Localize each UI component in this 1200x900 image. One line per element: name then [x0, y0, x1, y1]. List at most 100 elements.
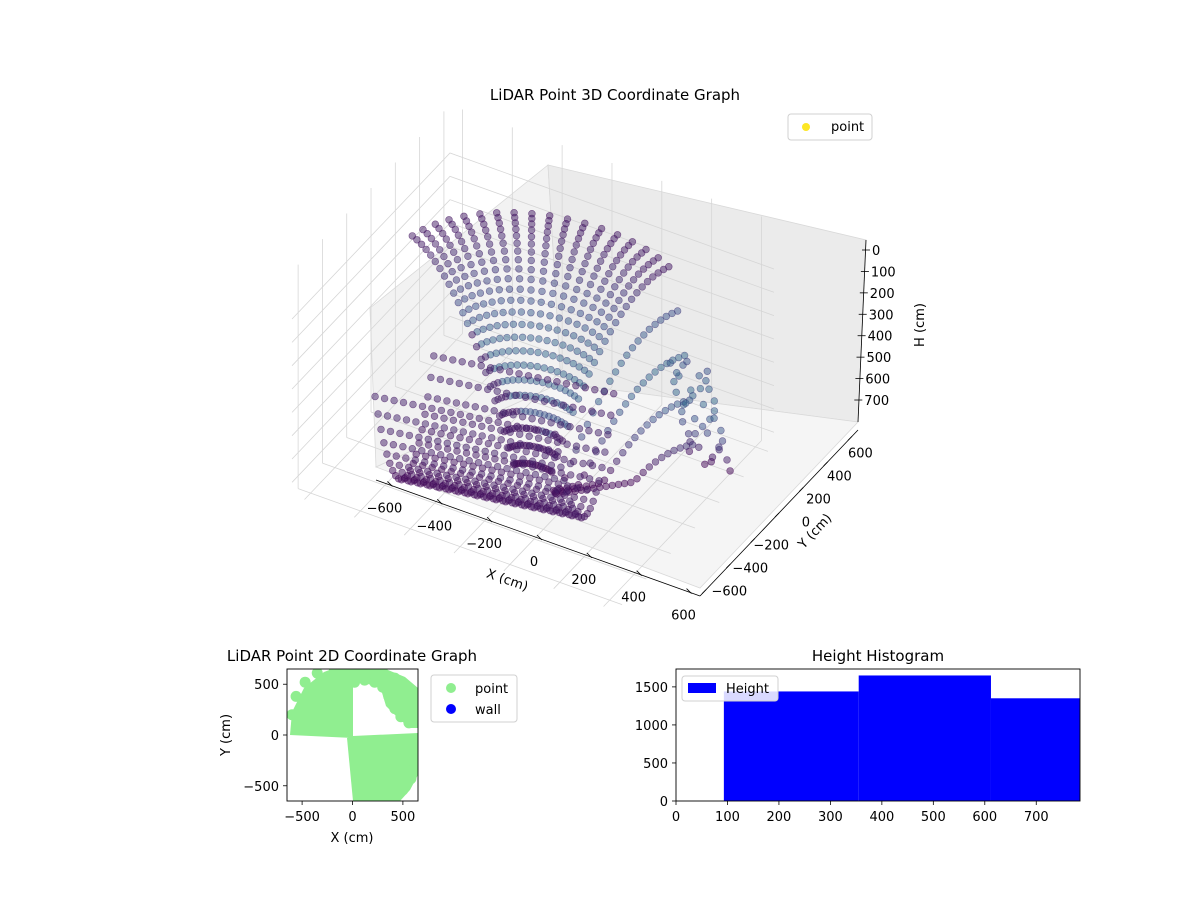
- x-tick-mark: [536, 534, 543, 541]
- lidar-point: [517, 296, 525, 304]
- lidar-point: [598, 463, 606, 472]
- lidar-point: [493, 387, 501, 395]
- lidar-point: [639, 468, 647, 477]
- lidar-point: [702, 377, 710, 385]
- lidar-point: [696, 384, 705, 393]
- lidar-point: [668, 309, 676, 318]
- lidar-point: [514, 256, 522, 264]
- lidar-point: [560, 476, 568, 485]
- lidar-point: [527, 286, 535, 294]
- lidar-point: [634, 270, 643, 278]
- lidar-point: [513, 239, 521, 247]
- point-dot: [377, 669, 389, 678]
- x-tick-mark: [586, 552, 593, 559]
- lidar-point: [531, 470, 540, 479]
- lidar-point: [616, 251, 625, 259]
- lidar-point: [579, 351, 588, 359]
- lidar-point: [421, 458, 429, 466]
- lidar-point: [684, 430, 693, 438]
- lidar-point: [443, 397, 451, 405]
- lidar-point: [603, 245, 612, 253]
- y-tick-mark: [750, 538, 755, 543]
- legend-histogram-swatch: [688, 683, 716, 693]
- lidar-point: [481, 447, 489, 455]
- histogram-bin: [858, 675, 991, 801]
- point-dot: [389, 703, 401, 715]
- lidar-point: [426, 474, 435, 483]
- x-tick-label: 200: [571, 573, 596, 588]
- histogram-bin: [723, 691, 859, 801]
- lidar-point: [433, 395, 442, 403]
- x-ticks-3d: −600 −400 −200 0 200 400 600: [367, 481, 696, 624]
- lidar-point: [449, 356, 457, 364]
- lidar-point: [498, 348, 506, 356]
- lidar-point: [596, 257, 605, 265]
- grid-line: [291, 315, 775, 483]
- lidar-point: [468, 331, 476, 339]
- x-tick-mark: [437, 499, 443, 505]
- lidar-point: [591, 386, 599, 394]
- lidar-point: [549, 352, 557, 360]
- lidar-point: [502, 389, 511, 397]
- lidar-point: [515, 430, 524, 438]
- lidar-point: [651, 458, 660, 466]
- lidar-point: [465, 381, 473, 390]
- lidar-point: [586, 280, 595, 289]
- lidar-point: [539, 277, 547, 285]
- lidar-point: [536, 310, 545, 318]
- lidar-point: [553, 486, 561, 494]
- lidar-point: [464, 252, 472, 260]
- lidar-point: [541, 350, 550, 358]
- z-tick-label: 0: [872, 244, 880, 259]
- lidar-point: [414, 465, 422, 473]
- lidar-point: [519, 455, 527, 463]
- lidar-point: [531, 496, 539, 505]
- lidar-point: [494, 441, 502, 450]
- lidar-point: [499, 239, 507, 247]
- lidar-point: [662, 312, 670, 321]
- lidar-point: [543, 376, 552, 384]
- z-axis-line: [857, 239, 867, 423]
- lidar-point: [609, 390, 618, 398]
- lidar-point: [393, 414, 401, 422]
- lidar-point: [505, 285, 514, 293]
- point-dot: [383, 690, 395, 702]
- lidar-point: [575, 276, 584, 284]
- lidar-point: [544, 446, 553, 454]
- lidar-point: [485, 416, 493, 425]
- lidar-point: [601, 337, 609, 345]
- lidar-point: [490, 449, 499, 457]
- lidar-point: [595, 477, 603, 485]
- y-tick-mark: [774, 512, 780, 518]
- lidar-point: [612, 457, 621, 465]
- lidar-point: [512, 466, 521, 475]
- lidar-point: [522, 447, 530, 456]
- lidar-point: [604, 431, 612, 439]
- lidar-point: [645, 463, 653, 471]
- lidar-point: [458, 466, 467, 474]
- lidar-point: [701, 460, 709, 468]
- lidar-point: [521, 393, 530, 401]
- lidar-point: [627, 478, 635, 487]
- lidar-point: [683, 357, 691, 366]
- point-dot: [399, 681, 411, 693]
- y-tick-label: −500: [243, 780, 279, 795]
- lidar-point: [560, 455, 568, 464]
- y-tick-label: −400: [732, 561, 768, 576]
- lidar-point: [649, 257, 657, 265]
- lidar-point: [461, 295, 469, 303]
- lidar-point: [535, 322, 544, 330]
- lidar-point: [567, 306, 575, 314]
- lidar-point: [500, 247, 509, 255]
- lidar-point: [559, 341, 567, 349]
- y-tick-mark: [799, 487, 804, 492]
- lidar-point: [525, 432, 533, 440]
- lidar-point: [389, 441, 398, 449]
- x-tick-mark: [686, 588, 692, 594]
- lidar-point: [651, 368, 659, 376]
- lidar-point: [572, 241, 580, 249]
- point-dot: [409, 744, 418, 756]
- lidar-point: [489, 256, 498, 265]
- lidar-point: [437, 430, 445, 438]
- lidar-point: [488, 434, 496, 442]
